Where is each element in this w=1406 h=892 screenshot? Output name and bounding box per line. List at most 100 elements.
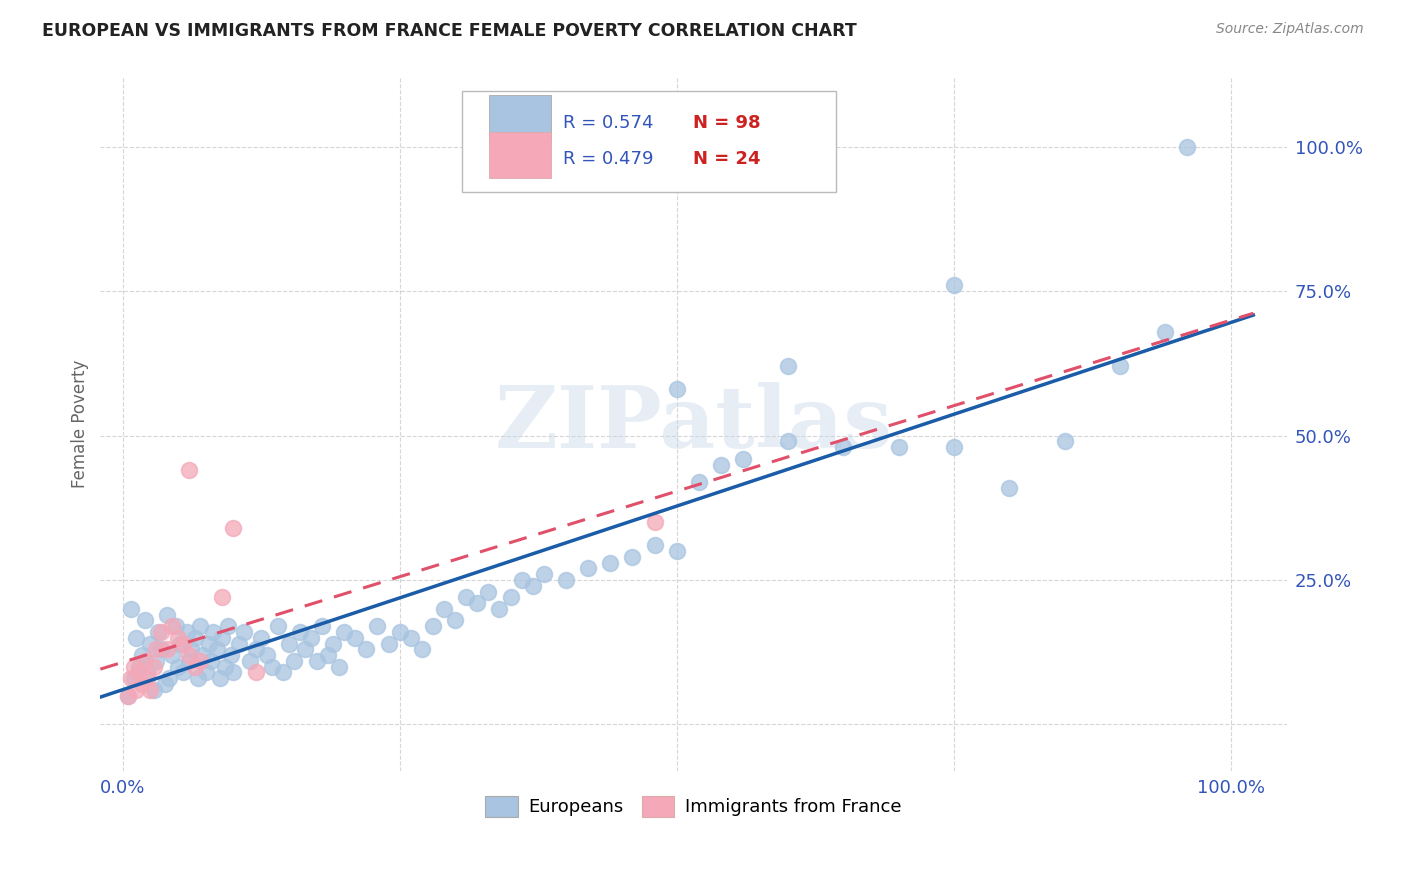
Point [142,659,165,673]
Point [183,631,205,645]
Point [153,677,176,691]
Point [122,659,145,673]
Point [998,481,1021,495]
FancyBboxPatch shape [463,91,835,192]
Point [644,538,666,552]
Point [887,440,910,454]
Point [157,671,180,685]
Point [1175,140,1198,154]
Point [488,602,510,616]
Point [688,475,710,489]
Text: Source: ZipAtlas.com: Source: ZipAtlas.com [1216,22,1364,37]
Point [399,631,422,645]
Point [510,573,533,587]
Point [1053,434,1076,449]
Point [1153,325,1175,339]
Point [177,648,200,662]
Point [211,631,233,645]
Point [209,671,232,685]
Point [200,654,222,668]
Point [120,671,142,685]
Point [733,451,755,466]
Point [187,671,209,685]
Point [228,637,250,651]
Text: R = 0.479: R = 0.479 [562,150,654,168]
Legend: Europeans, Immigrants from France: Europeans, Immigrants from France [478,789,908,824]
Point [366,619,388,633]
Point [169,637,191,651]
Point [305,654,328,668]
Point [942,440,965,454]
Point [271,665,294,680]
Point [194,665,217,680]
Point [219,648,242,662]
Point [245,642,267,657]
Point [456,591,478,605]
Point [176,625,198,640]
Point [191,648,214,662]
Point [131,648,153,662]
Point [135,671,157,685]
Point [388,625,411,640]
Point [214,659,236,673]
Point [146,625,169,640]
Point [188,654,211,668]
Point [250,631,273,645]
Point [422,619,444,633]
Point [202,625,225,640]
Point [125,631,148,645]
Point [222,665,245,680]
Point [145,642,167,657]
Point [134,654,156,668]
Point [205,642,228,657]
Point [211,591,233,605]
Point [832,440,855,454]
Point [183,659,205,673]
Point [356,642,378,657]
Point [122,671,145,685]
Point [533,567,555,582]
Point [776,359,799,374]
Point [145,654,167,668]
Point [294,642,316,657]
Point [173,665,195,680]
Point [283,654,305,668]
Text: N = 98: N = 98 [693,113,761,131]
Point [555,573,578,587]
Point [156,642,179,657]
Point [167,659,190,673]
Point [477,584,499,599]
Point [134,614,156,628]
Point [665,383,688,397]
Point [344,631,367,645]
FancyBboxPatch shape [489,95,551,141]
Text: ZIPatlas: ZIPatlas [495,382,893,466]
Point [156,607,179,622]
Point [131,677,153,691]
Point [322,637,344,651]
Point [128,659,150,673]
Point [328,659,350,673]
Point [1109,359,1132,374]
Point [599,556,621,570]
Point [710,458,733,472]
Text: R = 0.574: R = 0.574 [562,113,654,131]
Point [142,682,165,697]
Point [411,642,433,657]
Point [162,619,184,633]
Point [499,591,522,605]
Point [621,549,644,564]
Point [128,665,150,680]
Point [222,521,245,535]
Point [233,625,256,640]
Point [576,561,599,575]
Point [267,619,290,633]
Point [139,637,162,651]
Point [262,659,284,673]
Point [256,648,278,662]
Point [165,619,187,633]
Point [167,631,190,645]
Point [239,654,262,668]
Y-axis label: Female Poverty: Female Poverty [72,359,89,488]
Point [299,631,322,645]
